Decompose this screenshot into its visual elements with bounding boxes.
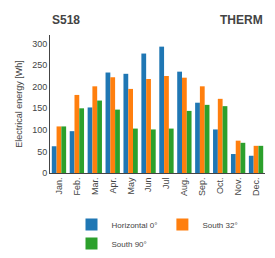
svg-text:Jan.: Jan. (54, 178, 64, 195)
svg-text:Jul: Jul (161, 178, 171, 190)
svg-text:Nov.: Nov. (233, 178, 243, 196)
svg-text:150: 150 (32, 103, 47, 113)
svg-text:South 32°: South 32° (202, 221, 237, 230)
svg-text:200: 200 (32, 82, 47, 92)
svg-text:Sep.: Sep. (197, 178, 207, 197)
svg-text:South 90°: South 90° (112, 240, 147, 249)
svg-text:Dec.: Dec. (251, 178, 261, 197)
svg-text:Electrical energy [Wh]: Electrical energy [Wh] (14, 60, 24, 148)
svg-text:0: 0 (42, 168, 47, 178)
svg-text:Mar.: Mar. (90, 178, 100, 196)
svg-text:Oct.: Oct. (215, 178, 225, 195)
svg-text:Aug.: Aug. (179, 178, 189, 197)
svg-text:100: 100 (32, 125, 47, 135)
svg-text:300: 300 (32, 39, 47, 49)
svg-text:Horizontal 0°: Horizontal 0° (112, 221, 158, 230)
svg-text:THERM: THERM (220, 13, 263, 27)
svg-text:May: May (126, 177, 136, 195)
svg-text:250: 250 (32, 60, 47, 70)
svg-text:Jun: Jun (143, 178, 153, 193)
svg-text:Feb.: Feb. (72, 178, 82, 196)
svg-text:Apr.: Apr. (108, 178, 118, 194)
svg-text:S518: S518 (52, 13, 80, 27)
svg-text:50: 50 (37, 147, 47, 157)
